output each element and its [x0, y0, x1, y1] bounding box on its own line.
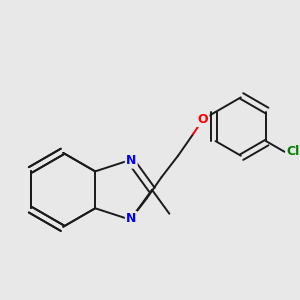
Text: N: N	[126, 212, 136, 225]
Text: Cl: Cl	[286, 145, 300, 158]
Text: N: N	[126, 154, 136, 167]
Text: O: O	[198, 113, 208, 126]
